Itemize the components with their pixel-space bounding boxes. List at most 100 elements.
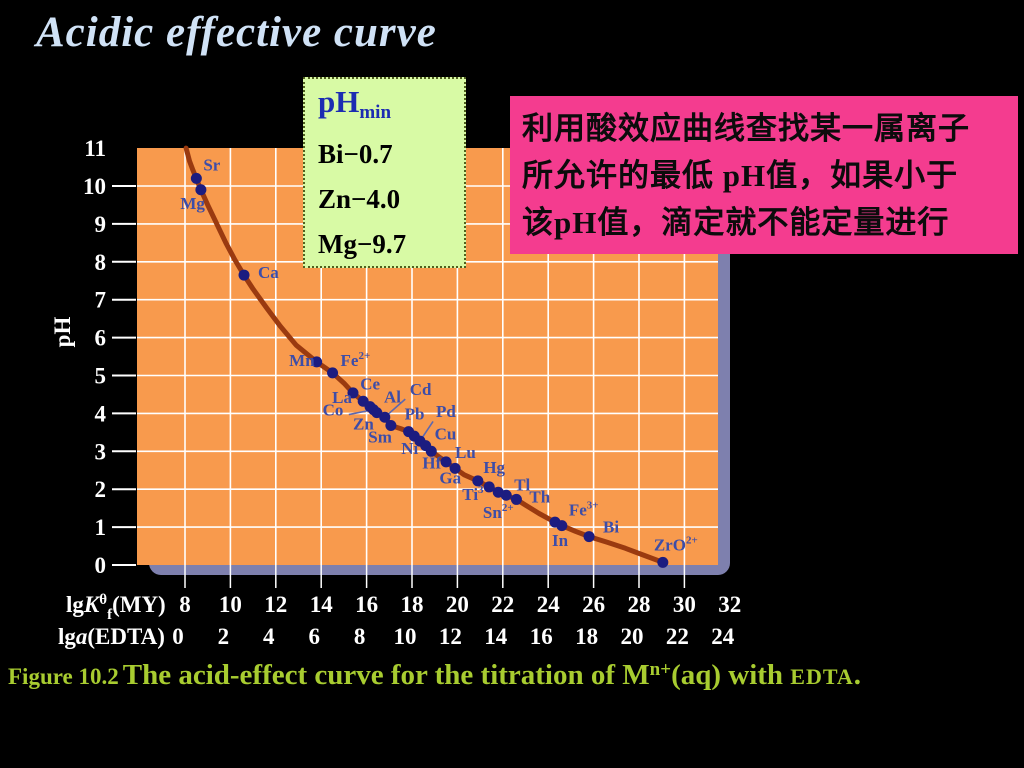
x-axis-label-lgk: lgKθf(MY): [66, 592, 166, 623]
x-tick-label-lgk: 28: [628, 592, 651, 617]
x-tick-label-lgk: 24: [537, 592, 561, 617]
ph-min-entry-bi: Bi−0.7: [318, 139, 393, 169]
callout-line-3: 该pH值，滴定就不能定量进行: [522, 205, 950, 240]
data-point-hg: [483, 481, 495, 493]
x-tick-label-lgk: 30: [673, 592, 696, 617]
point-label-sn2: Sn2+: [483, 502, 514, 522]
point-label-hf: Hf: [422, 453, 441, 472]
point-label-cd: Cd: [410, 380, 432, 399]
point-label-mn: Mn: [289, 351, 315, 370]
data-point-ca: [238, 269, 250, 281]
ph-min-heading: pHmin: [318, 83, 464, 132]
figure-caption: Figure 10.2 The acid-effect curve for th…: [8, 659, 1022, 692]
point-label-ga: Ga: [439, 468, 461, 487]
point-label-ca: Ca: [258, 263, 279, 282]
callout-line-1: 利用酸效应曲线查找某一属离子: [522, 111, 970, 146]
data-point-sm: [385, 420, 397, 432]
callout-line-2: 所允许的最低 pH值，如果小于: [522, 158, 959, 193]
x-tick-label-lga: 14: [484, 624, 508, 649]
y-tick-label: 10: [83, 174, 106, 199]
y-tick-label: 1: [95, 515, 107, 540]
y-axis-title: pH: [50, 317, 75, 348]
x-tick-label-lgk: 20: [446, 592, 469, 617]
y-tick-label: 9: [95, 212, 107, 237]
callout-box: 利用酸效应曲线查找某一属离子 所允许的最低 pH值，如果小于 该pH值，滴定就不…: [510, 96, 1018, 254]
x-tick-label-lga: 8: [354, 624, 366, 649]
x-tick-label-lga: 4: [263, 624, 275, 649]
y-tick-label: 11: [84, 136, 106, 161]
x-tick-label-lgk: 16: [355, 592, 378, 617]
y-tick-label: 8: [95, 250, 107, 275]
x-tick-label-lga: 24: [711, 624, 735, 649]
point-label-fe3: Fe3+: [569, 500, 599, 520]
x-tick-label-lga: 10: [394, 624, 417, 649]
data-point-cd: [379, 411, 391, 423]
x-tick-label-lgk: 14: [310, 592, 334, 617]
ph-min-entry-zn: Zn−4.0: [318, 184, 401, 214]
y-tick-label: 6: [95, 326, 107, 351]
data-point-la: [347, 387, 359, 399]
caption-edta: EDTA: [790, 664, 854, 689]
y-tick-label: 4: [95, 401, 107, 426]
x-tick-label-lgk: 18: [401, 592, 424, 617]
point-label-al: Al: [384, 388, 401, 407]
data-point-bi: [583, 531, 595, 543]
ph-min-heading-sub: min: [359, 102, 392, 123]
x-tick-label-lga: 12: [439, 624, 462, 649]
point-label-mg: Mg: [180, 194, 205, 213]
x-tick-label-lgk: 32: [718, 592, 741, 617]
point-label-lu: Lu: [455, 443, 476, 462]
x-tick-label-lga: 18: [575, 624, 598, 649]
point-label-ce: Ce: [360, 374, 380, 393]
figure-label: Figure 10.2: [8, 664, 119, 689]
y-tick-label: 5: [95, 364, 107, 389]
data-point-mn: [311, 356, 323, 368]
point-label-fe2: Fe2+: [341, 350, 371, 370]
caption-period: .: [853, 659, 862, 691]
data-point-th: [510, 493, 522, 505]
point-label-zn: Zn: [353, 415, 374, 434]
point-label-tl: Tl: [514, 475, 530, 494]
y-tick-label: 0: [95, 553, 107, 578]
data-point-lu: [440, 456, 452, 468]
point-label-bi: Bi: [603, 518, 619, 537]
point-label-zro2: ZrO2+: [654, 534, 698, 554]
x-tick-label-lgk: 12: [264, 592, 287, 617]
data-point-sr: [190, 172, 202, 184]
y-tick-label: 3: [95, 439, 107, 464]
page-title: Acidic effective curve: [36, 9, 437, 56]
caption-superscript: n+: [649, 659, 672, 680]
x-tick-label-lga: 0: [172, 624, 184, 649]
x-tick-label-lga: 16: [530, 624, 553, 649]
point-label-ni: Ni: [401, 439, 418, 458]
point-label-th: Th: [529, 487, 550, 506]
ph-min-box: pHmin Bi−0.7 Zn−4.0 Mg−9.7: [303, 77, 466, 268]
point-label-in: In: [552, 531, 569, 550]
x-tick-label-lga: 2: [218, 624, 230, 649]
point-label-hg: Hg: [483, 458, 505, 477]
data-point-hf: [425, 445, 437, 457]
point-label-sm: Sm: [368, 428, 392, 447]
x-tick-label-lga: 22: [666, 624, 689, 649]
data-point-mg: [195, 184, 207, 196]
x-tick-label-lga: 20: [621, 624, 644, 649]
data-point-zro2: [657, 556, 669, 568]
data-point-ti3: [472, 475, 484, 487]
data-point-fe2: [327, 367, 339, 379]
caption-text-after: (aq) with: [671, 659, 791, 691]
x-tick-label-lgk: 22: [491, 592, 514, 617]
y-tick-label: 7: [95, 288, 107, 313]
x-tick-label-lgk: 8: [179, 592, 191, 617]
x-tick-label-lgk: 10: [219, 592, 242, 617]
point-label-ti3: Ti3+: [462, 484, 490, 504]
point-label-cu: Cu: [435, 425, 457, 444]
x-tick-label-lga: 6: [308, 624, 320, 649]
ph-min-entry-mg: Mg−9.7: [318, 229, 407, 259]
point-label-pb: Pb: [405, 405, 425, 424]
caption-text-main: The acid-effect curve for the titration …: [122, 659, 650, 691]
point-label-co: Co: [323, 401, 344, 420]
caption-text: The acid-effect curve for the titration …: [123, 659, 861, 691]
data-point-fe3: [556, 520, 568, 532]
y-tick-label: 2: [95, 477, 107, 502]
x-axis-label-lga: lga(EDTA): [58, 624, 165, 649]
